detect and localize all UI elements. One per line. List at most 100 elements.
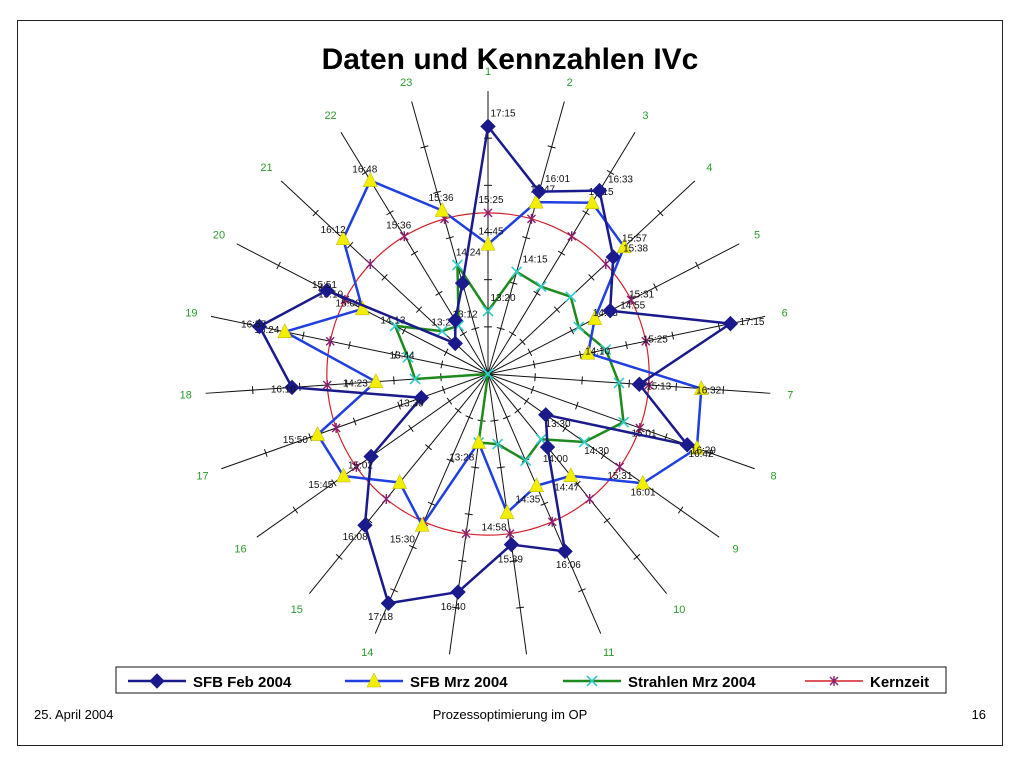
data-label: 17:15 bbox=[490, 108, 515, 119]
marker-triangle bbox=[310, 425, 326, 441]
axis-tick bbox=[386, 210, 394, 216]
data-label: 15:31 bbox=[629, 289, 654, 300]
axis-tick bbox=[427, 501, 436, 506]
marker-x bbox=[565, 291, 577, 303]
axis-tick bbox=[390, 588, 398, 593]
data-label: 16:01 bbox=[545, 174, 570, 185]
axis-tick bbox=[582, 210, 590, 216]
data-label: 15:00 bbox=[336, 298, 361, 309]
data-label: 15:36 bbox=[429, 193, 454, 204]
axis-tick bbox=[562, 424, 568, 432]
axis-tick bbox=[443, 348, 449, 357]
marker-x bbox=[600, 343, 612, 356]
data-label: 14:13 bbox=[380, 315, 405, 326]
marker-diamond bbox=[284, 379, 300, 396]
axis-tick bbox=[547, 145, 556, 149]
data-label: 15:51 bbox=[312, 280, 337, 291]
data-label: 16:33 bbox=[608, 175, 633, 186]
marker-diamond bbox=[319, 282, 335, 299]
marker-diamond bbox=[591, 182, 608, 199]
marker-star bbox=[585, 494, 595, 505]
axis-tick bbox=[708, 449, 713, 457]
marker-star bbox=[644, 379, 654, 390]
axis-tick bbox=[331, 479, 337, 487]
axis-label-5: 5 bbox=[754, 230, 760, 242]
marker-triangle bbox=[580, 344, 596, 360]
legend-label: Strahlen Mrz 2004 bbox=[628, 674, 756, 691]
axis-tick bbox=[454, 407, 462, 414]
data-label: 16:24 bbox=[254, 325, 279, 336]
marker-x bbox=[451, 259, 464, 271]
axis-tick bbox=[458, 559, 467, 562]
series-0: 17:15 16:01 16:33 15:38 14:55 17:15 15:13 16:29… bbox=[241, 108, 765, 623]
marker-x bbox=[409, 373, 421, 385]
data-label: 16:48 bbox=[352, 165, 377, 176]
data-label: 15:39 bbox=[498, 554, 523, 565]
axis-label-9: 9 bbox=[732, 544, 738, 556]
marker-star bbox=[322, 379, 332, 390]
data-label: 14:45 bbox=[478, 226, 503, 237]
marker-diamond bbox=[413, 389, 430, 406]
radar-chart: 123456789101112131415161718192021222315:… bbox=[115, 66, 947, 694]
marker-star bbox=[567, 231, 577, 242]
axis-tick bbox=[335, 554, 343, 560]
axis-tick bbox=[534, 373, 536, 382]
marker-diamond bbox=[531, 183, 547, 200]
data-label: 13:28 bbox=[449, 452, 474, 463]
axis-label-22: 22 bbox=[324, 110, 336, 122]
data-label: 15:57 bbox=[622, 233, 647, 244]
axis-label-8: 8 bbox=[770, 470, 776, 482]
marker-x bbox=[613, 377, 625, 389]
data-label: 14:10 bbox=[585, 346, 610, 357]
data-label: 13:12 bbox=[452, 310, 477, 321]
marker-diamond bbox=[679, 437, 695, 453]
axis-label-20: 20 bbox=[213, 230, 225, 242]
data-label: 14:47 bbox=[554, 483, 579, 494]
legend-item-2: Strahlen Mrz 2004 bbox=[563, 674, 756, 691]
legend-item-0: SFB Feb 2004 bbox=[128, 673, 292, 691]
marker-star bbox=[635, 422, 645, 433]
marker-triangle bbox=[584, 194, 600, 209]
axis-tick bbox=[490, 419, 499, 422]
axis-tick bbox=[312, 209, 319, 217]
axis-tick bbox=[440, 360, 444, 369]
marker-diamond bbox=[480, 118, 496, 135]
axis-tick bbox=[410, 250, 419, 256]
axis-tick bbox=[361, 169, 370, 176]
data-label: 17:15 bbox=[739, 317, 764, 328]
legend-item-3: Kernzeit bbox=[805, 674, 929, 691]
data-label: 13:44 bbox=[390, 351, 415, 362]
axis-label-10: 10 bbox=[673, 604, 685, 616]
marker-x bbox=[578, 436, 590, 448]
axis-tick bbox=[530, 385, 535, 394]
marker-x bbox=[617, 416, 630, 428]
marker-diamond bbox=[447, 312, 464, 328]
marker-star bbox=[365, 259, 375, 270]
marker-triangle bbox=[414, 516, 430, 532]
footer-title: Prozessoptimierung im OP bbox=[432, 707, 588, 722]
marker-triangle bbox=[392, 473, 408, 489]
marker-triangle bbox=[368, 373, 384, 388]
marker-x bbox=[535, 281, 547, 293]
axis-tick bbox=[365, 517, 373, 524]
marker-star bbox=[641, 336, 651, 347]
axis-label-23: 23 bbox=[400, 77, 412, 89]
data-label: 13:30 bbox=[546, 419, 571, 430]
data-label: 15:25 bbox=[643, 334, 668, 345]
marker-diamond bbox=[722, 315, 739, 332]
marker-star bbox=[615, 461, 625, 472]
axis-label-16: 16 bbox=[234, 544, 246, 556]
marker-diamond bbox=[539, 439, 556, 455]
data-label: 15:01 bbox=[632, 429, 657, 440]
axis-tick bbox=[722, 386, 725, 395]
axis-tick bbox=[276, 261, 281, 270]
axis-tick bbox=[348, 341, 351, 350]
marker-x bbox=[492, 438, 504, 450]
marker-x bbox=[402, 351, 414, 363]
marker-triangle bbox=[616, 238, 632, 254]
axis-label-2: 2 bbox=[567, 77, 573, 89]
marker-star bbox=[601, 259, 611, 270]
axis-tick bbox=[677, 506, 684, 514]
legend-label: SFB Feb 2004 bbox=[193, 674, 292, 691]
data-label: 14:55 bbox=[620, 300, 645, 311]
